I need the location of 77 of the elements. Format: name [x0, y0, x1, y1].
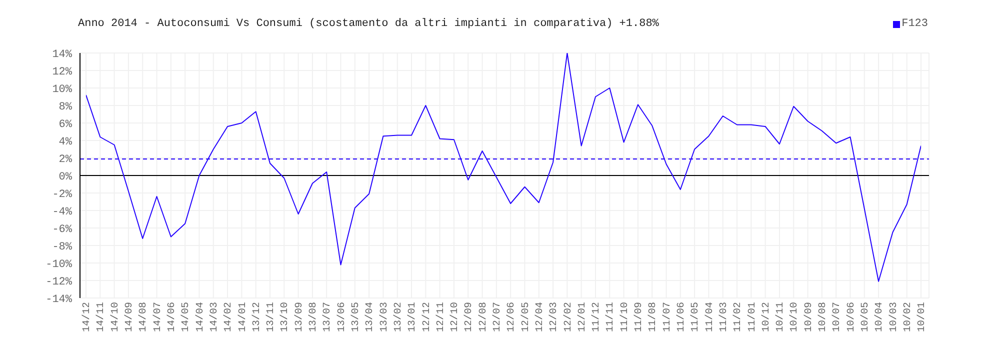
x-tick-label: 12/05	[520, 302, 532, 332]
y-tick-label: 8%	[58, 101, 72, 114]
x-tick-label: 14/10	[109, 302, 122, 332]
x-tick-label: 13/07	[322, 302, 334, 332]
y-tick-label: 12%	[52, 66, 72, 78]
y-tick-label: -10%	[46, 258, 72, 271]
y-tick-label: 14%	[52, 48, 72, 61]
x-tick-label: 12/07	[492, 302, 504, 332]
y-tick-label: -2%	[52, 188, 72, 201]
x-tick-label: 10/03	[888, 302, 900, 332]
x-tick-label: 10/10	[788, 302, 801, 332]
x-tick-label: 13/01	[406, 302, 419, 332]
x-tick-label: 13/05	[350, 302, 362, 332]
x-tick-label: 10/01	[916, 302, 928, 332]
x-tick-label: 11/02	[732, 302, 744, 332]
y-tick-label: 4%	[58, 136, 72, 148]
x-tick-label: 10/05	[859, 302, 872, 332]
x-tick-label: 11/08	[647, 302, 660, 332]
x-tick-label: 10/07	[831, 302, 844, 332]
x-tick-label: 14/03	[208, 302, 220, 332]
x-tick-label: 13/11	[265, 302, 278, 332]
x-tick-label: 14/12	[81, 302, 94, 332]
x-tick-label: 12/09	[463, 302, 476, 332]
x-tick-label: 12/10	[449, 302, 462, 332]
x-tick-label: 14/09	[124, 302, 136, 332]
x-tick-label: 12/02	[562, 302, 574, 332]
y-tick-label: -4%	[52, 206, 72, 218]
x-tick-label: 13/12	[250, 302, 263, 332]
x-tick-label: 13/09	[293, 302, 306, 332]
x-tick-label: 11/10	[618, 302, 631, 332]
x-tick-label: 13/04	[364, 302, 376, 332]
x-tick-label: 11/01	[746, 302, 758, 332]
x-tick-label: 11/05	[690, 302, 702, 332]
x-tick-label: 12/01	[576, 302, 588, 332]
x-tick-label: 14/11	[95, 302, 108, 332]
x-tick-label: 10/02	[902, 302, 914, 332]
chart-title: Anno 2014 - Autoconsumi Vs Consumi (scostamento da altri impianti in comparativa) +1.88%	[78, 18, 659, 30]
x-tick-label: 13/02	[392, 302, 404, 332]
y-tick-label: 10%	[52, 84, 72, 96]
x-tick-label: 10/06	[845, 302, 858, 332]
x-tick-label: 14/02	[222, 302, 235, 332]
x-tick-label: 14/04	[194, 302, 206, 332]
x-tick-label: 12/08	[477, 302, 490, 332]
x-tick-label: 10/09	[802, 302, 815, 332]
x-tick-label: 12/04	[534, 302, 546, 332]
x-tick-label: 13/10	[279, 302, 292, 332]
x-tick-label: 11/04	[704, 302, 716, 332]
x-tick-label: 12/06	[506, 302, 518, 332]
x-tick-label: 10/08	[817, 302, 830, 332]
x-tick-label: 12/12	[420, 302, 433, 332]
x-tick-label: 12/03	[548, 302, 560, 332]
x-tick-label: 14/08	[138, 302, 150, 332]
x-tick-label: 11/11	[604, 302, 617, 332]
x-tick-label: 10/12	[760, 302, 772, 332]
x-tick-label: 11/06	[676, 302, 688, 332]
y-tick-label: -14%	[46, 294, 72, 306]
x-tick-label: 13/06	[336, 302, 348, 332]
x-tick-label: 13/03	[378, 302, 390, 332]
x-tick-label: 11/09	[633, 302, 646, 332]
x-tick-label: 12/11	[434, 302, 447, 332]
y-tick-label: -8%	[52, 241, 72, 254]
x-tick-label: 13/08	[308, 302, 320, 332]
y-tick-label: 0%	[58, 171, 72, 184]
legend-label: F123	[902, 18, 928, 30]
x-tick-label: 10/11	[774, 302, 787, 332]
x-tick-label: 14/06	[166, 302, 178, 332]
x-tick-label: 14/01	[236, 302, 249, 332]
x-tick-label: 14/07	[152, 302, 164, 332]
y-tick-label: 2%	[58, 154, 72, 166]
x-tick-label: 11/07	[661, 302, 674, 332]
y-tick-label: -6%	[52, 224, 72, 236]
y-tick-label: -12%	[46, 276, 72, 288]
x-tick-label: 11/12	[590, 302, 603, 332]
x-tick-label: 11/03	[718, 302, 730, 332]
x-tick-label: 14/05	[180, 302, 192, 332]
y-tick-label: 6%	[58, 118, 72, 131]
x-tick-label: 10/04	[874, 302, 886, 332]
